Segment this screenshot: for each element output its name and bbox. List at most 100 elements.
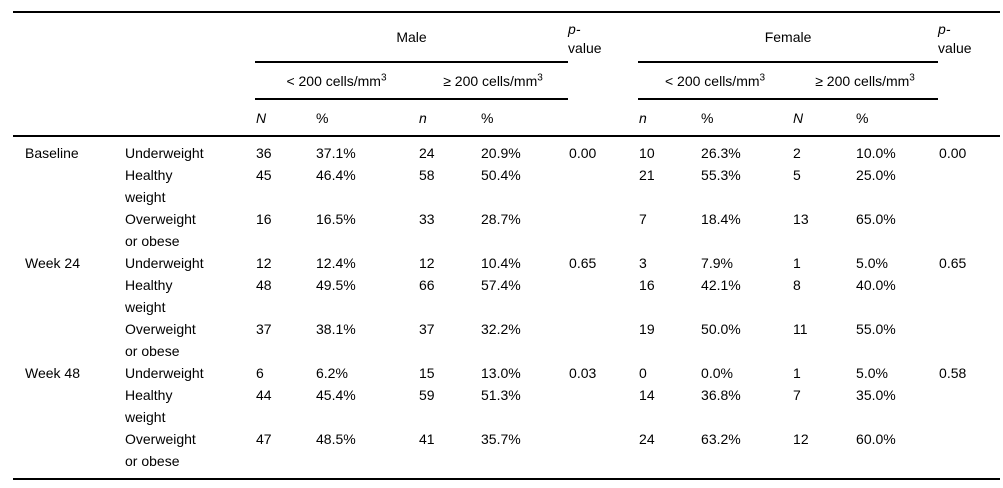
- category-line: Overweight: [125, 321, 196, 337]
- table-row: Overweight or obese 37 38.1% 37 32.2% 19…: [13, 318, 1000, 362]
- category-line: Underweight: [125, 255, 204, 271]
- subgroup-header-ge200-male: ≥ 200 cells/mm3: [418, 62, 569, 100]
- value-cell: 25.0%: [856, 167, 896, 183]
- table-row: Healthy weight 45 46.4% 58 50.4% 21 55.3…: [13, 164, 1000, 208]
- value-cell: 45: [256, 167, 272, 183]
- period-cell: Week 48: [25, 365, 80, 381]
- table-row: Baseline Underweight 36 37.1% 24 20.9% 0…: [13, 136, 1000, 164]
- value-cell: 51.3%: [481, 387, 521, 403]
- value-cell: 35.0%: [856, 387, 896, 403]
- value-cell: 12: [419, 255, 435, 271]
- value-cell: 66: [419, 277, 435, 293]
- category-cell: Overweight or obese: [125, 428, 255, 479]
- pvalue-cell: [568, 318, 638, 362]
- value-cell: 50.0%: [701, 321, 741, 337]
- male-group-header: Male: [255, 12, 569, 63]
- category-line: Overweight: [125, 211, 196, 227]
- pvalue-cell: [568, 428, 638, 479]
- value-cell: 12.4%: [316, 255, 356, 271]
- value-cell: 28.7%: [481, 211, 521, 227]
- pvalue-cell: [568, 164, 638, 208]
- pvalue-cell: 0.65: [569, 255, 597, 271]
- pvalue-cell: 0.00: [939, 145, 967, 161]
- value-cell: 0.0%: [701, 365, 733, 381]
- pvalue-cell: [938, 428, 1000, 479]
- category-cell: Underweight: [125, 362, 255, 384]
- category-cell: Healthy weight: [125, 274, 255, 318]
- period-cell: Week 24: [25, 255, 80, 271]
- value-cell: 49.5%: [316, 277, 356, 293]
- female-group-header: Female: [638, 12, 939, 63]
- column-header-row: N % n % n % N %: [13, 99, 1000, 137]
- value-cell: 18.4%: [701, 211, 741, 227]
- value-cell: 5.0%: [856, 255, 888, 271]
- value-cell: 44: [256, 387, 272, 403]
- value-cell: 26.3%: [701, 145, 741, 161]
- category-cell: Healthy weight: [125, 164, 255, 208]
- value-cell: 37: [256, 321, 272, 337]
- pvalue-label-line2: value: [568, 40, 602, 56]
- value-cell: 42.1%: [701, 277, 741, 293]
- value-cell: 33: [419, 211, 435, 227]
- subgroup-header-lt200-male: < 200 cells/mm3: [255, 62, 418, 100]
- value-cell: 15: [419, 365, 435, 381]
- col-header-pct-male-ge: %: [480, 99, 569, 137]
- value-cell: 12: [256, 255, 272, 271]
- pvalue-cell: [938, 164, 1000, 208]
- value-cell: 60.0%: [856, 431, 896, 447]
- value-cell: 5.0%: [856, 365, 888, 381]
- period-cell: Baseline: [25, 145, 79, 161]
- pvalue-cell: [568, 208, 638, 252]
- table-row: Overweight or obese 47 48.5% 41 35.7% 24…: [13, 428, 1000, 479]
- category-line: Healthy: [125, 167, 173, 183]
- value-cell: 16: [256, 211, 272, 227]
- period-cell: [13, 164, 125, 208]
- value-cell: 8: [793, 277, 801, 293]
- pvalue-cell: 0.03: [569, 365, 597, 381]
- value-cell: 38.1%: [316, 321, 356, 337]
- bmi-by-cd4-table: Male p- value Female p- value < 200 cell…: [13, 11, 1001, 480]
- value-cell: 3: [639, 255, 647, 271]
- value-cell: 5: [793, 167, 801, 183]
- value-cell: 16: [639, 277, 655, 293]
- pvalue-cell: 0.65: [939, 255, 967, 271]
- table-row: Healthy weight 48 49.5% 66 57.4% 16 42.1…: [13, 274, 1000, 318]
- col-header-n-male-ge: n: [418, 99, 480, 137]
- value-cell: 12: [793, 431, 809, 447]
- value-cell: 7: [639, 211, 647, 227]
- category-line: Healthy: [125, 387, 173, 403]
- category-cell: Overweight or obese: [125, 318, 255, 362]
- category-line: or obese: [125, 233, 180, 249]
- value-cell: 21: [639, 167, 655, 183]
- value-cell: 59: [419, 387, 435, 403]
- subgroup-header-ge200-female: ≥ 200 cells/mm3: [792, 62, 939, 100]
- category-cell: Overweight or obese: [125, 208, 255, 252]
- pvalue-header-male: p- value: [568, 12, 639, 137]
- value-cell: 57.4%: [481, 277, 521, 293]
- value-cell: 13.0%: [481, 365, 521, 381]
- group-header-row: Male p- value Female p- value: [13, 12, 1001, 137]
- pvalue-label-line1: p-: [568, 21, 581, 37]
- pvalue-cell: [568, 384, 638, 428]
- value-cell: 1: [793, 255, 801, 271]
- superscript: 3: [537, 71, 543, 83]
- table-row: Week 48 Underweight 6 6.2% 15 13.0% 0.03…: [13, 362, 1000, 384]
- category-line: Overweight: [125, 431, 196, 447]
- value-cell: 10: [639, 145, 655, 161]
- period-cell: [13, 208, 125, 252]
- value-cell: 7.9%: [701, 255, 733, 271]
- category-cell: Underweight: [125, 252, 255, 274]
- pvalue-cell: [938, 384, 1000, 428]
- pvalue-cell: [938, 274, 1000, 318]
- value-cell: 16.5%: [316, 211, 356, 227]
- category-line: Underweight: [125, 145, 204, 161]
- period-cell: [13, 384, 125, 428]
- value-cell: 50.4%: [481, 167, 521, 183]
- value-cell: 1: [793, 365, 801, 381]
- value-cell: 35.7%: [481, 431, 521, 447]
- col-header-n-female-lt: n: [638, 99, 701, 137]
- category-line: or obese: [125, 343, 180, 359]
- value-cell: 6: [256, 365, 264, 381]
- table-row: Healthy weight 44 45.4% 59 51.3% 14 36.8…: [13, 384, 1000, 428]
